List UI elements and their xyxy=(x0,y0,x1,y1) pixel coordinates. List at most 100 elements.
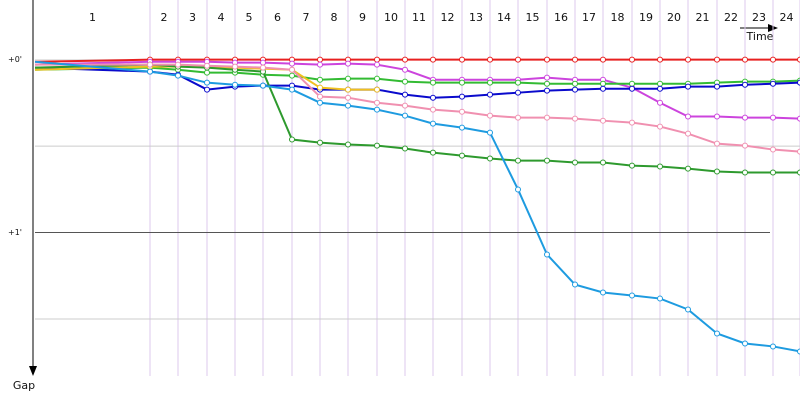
series-point xyxy=(317,84,323,91)
series-point xyxy=(600,56,606,63)
lap-label: 20 xyxy=(667,11,681,24)
series-point xyxy=(345,94,351,101)
series-point xyxy=(402,91,408,98)
y-tick-label: +0' xyxy=(8,55,22,64)
y-axis-label: Gap xyxy=(13,379,35,392)
series-point xyxy=(797,79,800,86)
series-point xyxy=(345,141,351,148)
series-point xyxy=(714,168,720,175)
lap-label: 6 xyxy=(274,11,281,24)
series-point xyxy=(629,56,635,63)
series-point xyxy=(374,61,380,68)
series-point xyxy=(402,102,408,109)
series-point xyxy=(742,56,748,63)
series-point xyxy=(204,86,210,93)
series-point xyxy=(345,60,351,67)
series-point xyxy=(600,80,606,87)
series-point xyxy=(770,80,776,87)
series-point xyxy=(770,343,776,350)
series-point xyxy=(714,83,720,90)
lap-label: 9 xyxy=(359,11,366,24)
series-point xyxy=(402,56,408,63)
lap-label: 11 xyxy=(412,11,426,24)
series-point xyxy=(289,72,295,79)
series-point xyxy=(572,86,578,93)
series-point xyxy=(459,108,465,115)
series-point xyxy=(797,115,800,122)
lap-label: 15 xyxy=(526,11,540,24)
series-point xyxy=(797,148,800,155)
series-point xyxy=(629,162,635,169)
series-point xyxy=(317,93,323,100)
series-point xyxy=(544,56,550,63)
series-point xyxy=(572,80,578,87)
series-point xyxy=(770,169,776,176)
series-point xyxy=(317,76,323,83)
lap-label: 16 xyxy=(554,11,568,24)
series-point xyxy=(374,142,380,149)
series-point xyxy=(714,56,720,63)
series-point xyxy=(515,89,521,96)
series-point xyxy=(430,94,436,101)
series-point xyxy=(147,61,153,68)
lap-label: 8 xyxy=(331,11,338,24)
series-point xyxy=(317,139,323,146)
series-point xyxy=(430,56,436,63)
lap-label: 5 xyxy=(246,11,253,24)
series-point xyxy=(232,81,238,88)
lap-label: 2 xyxy=(161,11,168,24)
lap-label: 12 xyxy=(441,11,455,24)
lap-label: 10 xyxy=(384,11,398,24)
series-point xyxy=(402,78,408,85)
series-point xyxy=(657,56,663,63)
series-point xyxy=(204,69,210,76)
series-point xyxy=(544,80,550,87)
series-point xyxy=(487,91,493,98)
series-point xyxy=(600,117,606,124)
series-point xyxy=(657,99,663,106)
series-point xyxy=(345,86,351,93)
series-point xyxy=(544,251,550,258)
series-point xyxy=(714,140,720,147)
series-point xyxy=(147,68,153,75)
series-point xyxy=(685,83,691,90)
y-tick-label: +1' xyxy=(8,228,22,237)
series-point xyxy=(685,130,691,137)
series-point xyxy=(714,113,720,120)
series-point xyxy=(797,348,800,355)
series-point xyxy=(770,146,776,153)
series-point xyxy=(544,74,550,81)
series-point xyxy=(317,61,323,68)
series-point xyxy=(317,99,323,106)
series-point xyxy=(657,85,663,92)
series-point xyxy=(657,80,663,87)
series-point xyxy=(797,169,800,176)
series-point xyxy=(629,292,635,299)
x-axis-label: Time xyxy=(746,30,774,43)
series-point xyxy=(289,60,295,67)
series-point xyxy=(459,124,465,131)
series-point xyxy=(515,114,521,121)
series-point xyxy=(289,136,295,143)
lap-label: 21 xyxy=(696,11,710,24)
series-point xyxy=(657,123,663,130)
series-point xyxy=(487,79,493,86)
series-point xyxy=(430,149,436,156)
series-point xyxy=(770,56,776,63)
series-point xyxy=(345,75,351,82)
series-point xyxy=(685,113,691,120)
series-point xyxy=(345,102,351,109)
series-point xyxy=(232,63,238,70)
series-point xyxy=(515,56,521,63)
series-point xyxy=(572,56,578,63)
lap-label: 7 xyxy=(303,11,310,24)
lap-label: 1 xyxy=(89,11,96,24)
series-point xyxy=(487,155,493,162)
lap-label: 4 xyxy=(218,11,225,24)
series-point xyxy=(402,112,408,119)
series-point xyxy=(430,79,436,86)
series-point xyxy=(374,99,380,106)
series-point xyxy=(544,157,550,164)
series-point xyxy=(459,79,465,86)
